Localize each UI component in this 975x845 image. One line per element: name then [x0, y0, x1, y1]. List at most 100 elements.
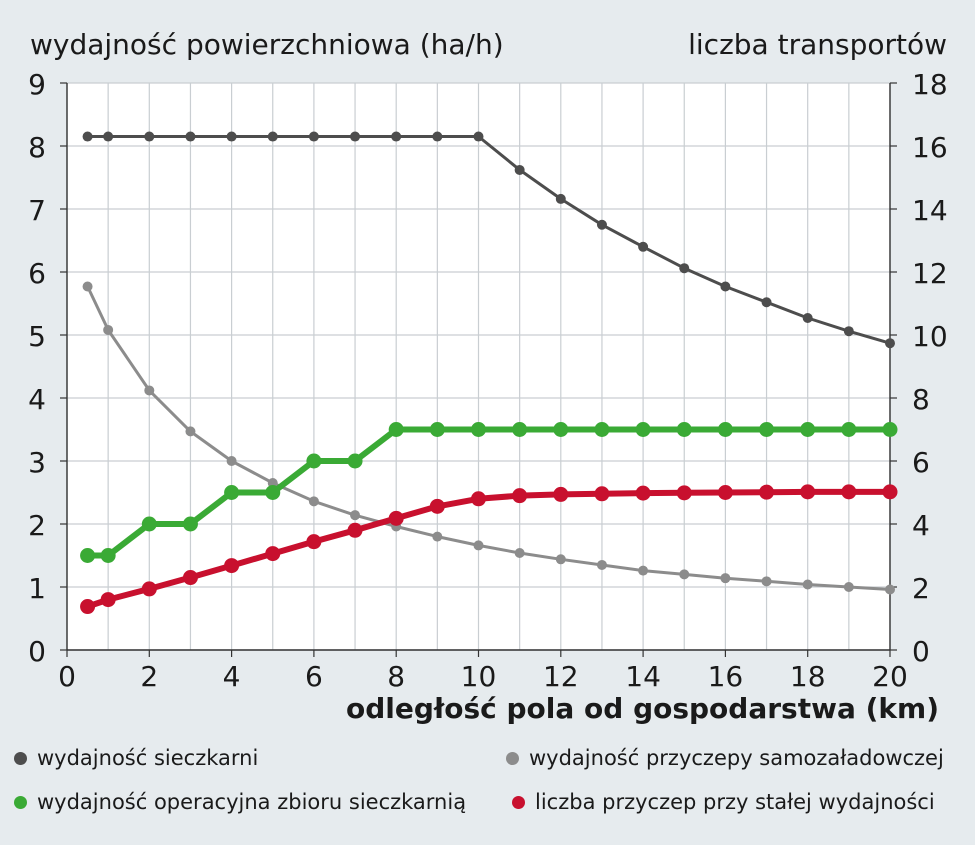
legend-item: wydajność przyczepy samozaładowczej — [506, 746, 944, 770]
y2-tick-label: 18 — [912, 68, 948, 101]
data-point-series-3 — [306, 453, 322, 469]
data-point-series-2 — [103, 324, 114, 335]
y-tick-label: 1 — [28, 572, 46, 605]
data-point-series-2 — [679, 569, 690, 580]
data-point-series-3 — [759, 422, 775, 437]
data-point-series-4 — [141, 581, 157, 597]
data-point-series-4 — [224, 558, 240, 574]
x-tick-label: 4 — [223, 660, 241, 693]
data-point-series-2 — [185, 426, 196, 437]
data-point-series-4 — [553, 486, 569, 502]
y2-tick-label: 12 — [912, 257, 948, 290]
data-point-series-1 — [350, 131, 361, 142]
legend-label: wydajność sieczkarni — [37, 746, 259, 770]
data-point-series-3 — [717, 422, 733, 437]
data-point-series-1 — [885, 338, 895, 349]
data-point-series-1 — [555, 193, 566, 204]
data-point-series-1 — [679, 263, 690, 274]
data-point-series-3 — [676, 422, 692, 437]
y-tick-label: 8 — [28, 131, 46, 164]
y2-tick-label: 14 — [912, 194, 948, 227]
y2-tick-label: 8 — [912, 383, 930, 416]
data-point-series-3 — [429, 422, 445, 437]
legend-marker-icon — [512, 795, 525, 809]
data-point-series-4 — [80, 599, 96, 615]
y2-tick-label: 16 — [912, 131, 948, 164]
data-point-series-3 — [388, 422, 404, 437]
x-tick-label: 14 — [625, 660, 661, 693]
data-point-series-4 — [265, 546, 281, 562]
data-point-series-2 — [226, 456, 237, 466]
data-point-series-1 — [185, 131, 196, 142]
left-axis-title: wydajność powierzchniowa (ha/h) — [30, 28, 504, 61]
data-point-series-4 — [594, 486, 610, 502]
y2-tick-label: 6 — [912, 446, 930, 479]
data-point-series-3 — [141, 516, 157, 532]
data-point-series-3 — [100, 548, 116, 563]
right-axis-title: liczba transportów — [688, 28, 947, 61]
data-point-series-2 — [596, 559, 607, 570]
legend-item: liczba przyczep przy stałej wydajności — [512, 790, 935, 814]
data-point-series-2 — [350, 510, 361, 521]
data-point-series-1 — [103, 131, 114, 142]
legend-marker-icon — [14, 751, 27, 765]
data-point-series-4 — [512, 488, 528, 504]
data-point-series-3 — [182, 516, 198, 532]
data-point-series-2 — [514, 547, 525, 558]
data-point-series-1 — [720, 281, 731, 292]
data-point-series-4 — [182, 570, 198, 586]
data-point-series-2 — [82, 281, 93, 292]
y2-tick-label: 4 — [912, 509, 930, 542]
data-point-series-1 — [391, 131, 402, 142]
y-tick-label: 4 — [28, 383, 46, 416]
x-tick-label: 2 — [140, 660, 158, 693]
data-point-series-2 — [638, 565, 649, 576]
y-tick-label: 3 — [28, 446, 46, 479]
x-axis-title: odległość pola od gospodarstwa (km) — [345, 692, 939, 725]
data-point-series-1 — [514, 164, 525, 175]
data-point-series-2 — [885, 584, 895, 595]
y-tick-label: 9 — [28, 68, 46, 101]
data-point-series-2 — [843, 582, 854, 592]
data-point-series-1 — [843, 326, 854, 337]
data-point-series-1 — [226, 131, 237, 142]
x-tick-label: 6 — [305, 660, 323, 693]
data-point-series-4 — [717, 485, 733, 500]
data-point-series-3 — [553, 422, 569, 437]
data-point-series-4 — [429, 498, 445, 514]
x-tick-label: 10 — [461, 660, 497, 693]
data-point-series-1 — [82, 131, 93, 142]
legend-label: wydajność operacyjna zbioru sieczkarnią — [37, 790, 467, 814]
data-point-series-4 — [676, 485, 692, 501]
legend-marker-icon — [14, 795, 27, 809]
data-point-series-2 — [802, 579, 813, 590]
y-tick-label: 2 — [28, 509, 46, 542]
data-point-series-4 — [800, 484, 816, 500]
y-tick-label: 6 — [28, 257, 46, 290]
legend-item: wydajność operacyjna zbioru sieczkarnią — [14, 790, 466, 814]
data-point-series-4 — [471, 491, 486, 507]
x-tick-label: 8 — [387, 660, 405, 693]
data-point-series-4 — [388, 510, 404, 526]
data-point-series-3 — [347, 453, 363, 469]
y-tick-label: 0 — [28, 635, 46, 668]
data-point-series-3 — [265, 485, 281, 500]
data-point-series-1 — [308, 131, 319, 142]
data-point-series-4 — [306, 534, 322, 550]
data-point-series-1 — [761, 297, 772, 308]
y-tick-label: 7 — [28, 194, 46, 227]
data-point-series-2 — [761, 576, 772, 587]
legend-label: wydajność przyczepy samozaładowczej — [529, 746, 944, 770]
data-point-series-4 — [100, 592, 116, 608]
x-tick-label: 12 — [543, 660, 579, 693]
data-point-series-4 — [882, 484, 898, 500]
data-point-series-3 — [800, 422, 816, 437]
data-point-series-2 — [720, 573, 731, 584]
x-tick-label: 0 — [58, 660, 76, 693]
y2-tick-label: 2 — [912, 572, 930, 605]
data-point-series-4 — [635, 485, 651, 501]
y2-tick-label: 0 — [912, 635, 930, 668]
data-point-series-1 — [267, 131, 278, 142]
data-point-series-3 — [471, 422, 486, 437]
